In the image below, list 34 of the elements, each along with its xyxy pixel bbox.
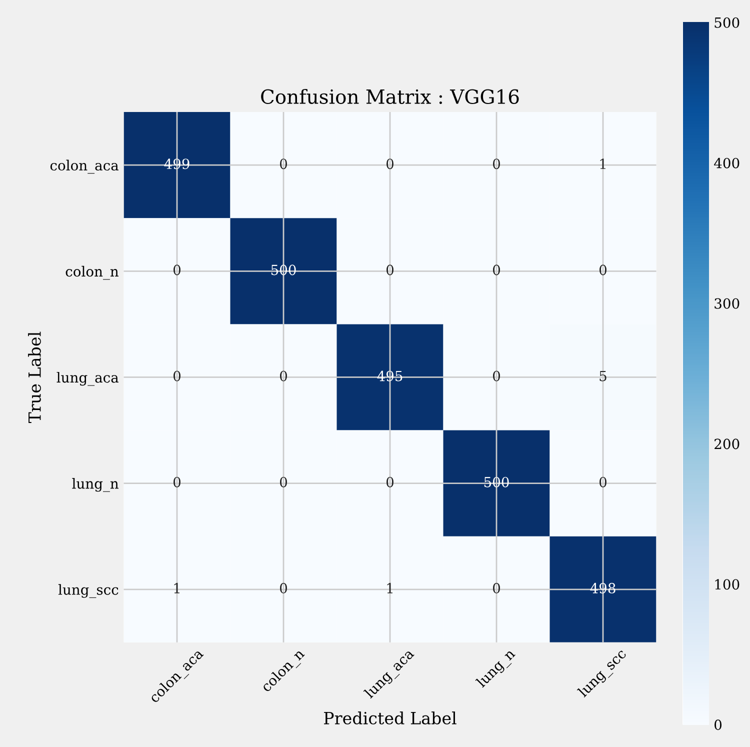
data-label: 0	[599, 476, 606, 488]
data-label: 0	[386, 158, 394, 170]
data-label: 0	[599, 264, 606, 276]
data-label: 0	[492, 370, 500, 382]
data-label: 0	[173, 264, 180, 276]
color-bar-label: 100	[715, 579, 740, 590]
y-tick-label: colon_aca	[50, 160, 118, 174]
data-label: 0	[280, 476, 287, 488]
data-label: 0	[492, 264, 500, 276]
data-label: 5	[600, 370, 606, 382]
color-bar-label: 500	[714, 17, 740, 28]
data-label: 0	[386, 264, 394, 276]
data-label: 0	[492, 158, 500, 170]
data-label: 1	[387, 582, 392, 594]
data-label: 0	[173, 370, 180, 382]
data-label: 0	[280, 158, 287, 170]
data-label: 0	[173, 476, 180, 488]
chart-title: Confusion Matrix : VGG16	[261, 88, 519, 104]
data-label: 1	[600, 158, 606, 169]
data-label: 1	[174, 582, 180, 594]
color-bar-label: 400	[714, 158, 740, 168]
color-bar-label: 300	[714, 298, 740, 309]
y-tick-label: lung_n	[72, 478, 118, 492]
y-axis-title: True Label	[28, 332, 41, 423]
y-tick-label: lung_scc	[58, 584, 118, 598]
data-label: 0	[386, 476, 394, 488]
data-label: 0	[280, 370, 287, 382]
color-bar-label: 200	[714, 438, 740, 450]
data-label: 0	[492, 582, 500, 594]
y-tick-label: lung_aca	[56, 372, 118, 386]
data-label: 0	[280, 582, 287, 594]
y-tick-label: colon_n	[66, 266, 119, 280]
color-bar-label: 0	[714, 720, 722, 730]
x-axis-title: Predicted Label	[324, 712, 456, 724]
